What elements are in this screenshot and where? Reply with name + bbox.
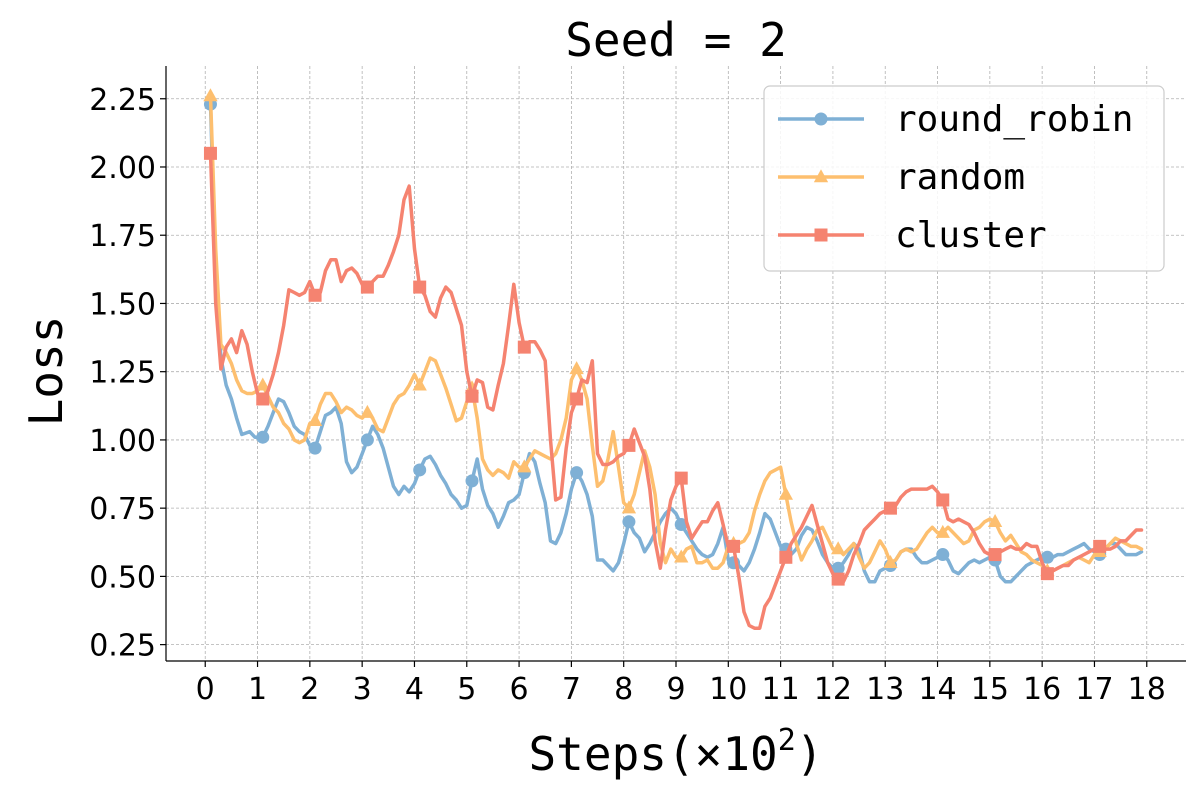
chart-title: Seed = 2 bbox=[565, 13, 787, 67]
series-marker-point bbox=[935, 524, 950, 538]
series-marker-point bbox=[360, 404, 375, 418]
series-marker-point bbox=[255, 377, 270, 391]
x-tick-label: 12 bbox=[814, 672, 852, 707]
series-marker-point bbox=[570, 466, 584, 480]
series-marker-point bbox=[988, 548, 1002, 562]
x-axis-label-main: Steps(×10 bbox=[528, 727, 777, 781]
x-tick-label: 11 bbox=[762, 672, 800, 707]
legend-entry-random: random bbox=[778, 157, 1025, 198]
y-tick-label: 0.25 bbox=[89, 629, 156, 664]
series-marker-point bbox=[622, 515, 636, 529]
legend-label: cluster bbox=[895, 215, 1047, 256]
x-axis-label: Steps(×102) bbox=[528, 723, 823, 781]
x-tick-label: 18 bbox=[1128, 672, 1166, 707]
series-marker-point bbox=[674, 471, 688, 485]
legend-entry-round-robin: round_robin bbox=[778, 99, 1133, 140]
y-ticks: 0.25 0.50 0.75 1.00 1.25 1.50 1.75 2.00 2.25 bbox=[89, 83, 166, 664]
series-marker-point bbox=[413, 280, 427, 294]
series-marker-point bbox=[203, 146, 217, 160]
series-marker-point bbox=[256, 430, 270, 444]
x-ticks: 0 1 2 3 4 5 6 7 8 9 10 11 12 13 14 15 16 17 18 bbox=[196, 661, 1166, 707]
series-marker-point bbox=[727, 539, 741, 553]
series-marker-point bbox=[465, 389, 479, 403]
series-marker-point bbox=[831, 572, 845, 586]
y-tick-label: 1.50 bbox=[89, 287, 156, 322]
series-marker-point bbox=[883, 554, 898, 568]
x-tick-label: 14 bbox=[918, 672, 956, 707]
series-marker-point bbox=[465, 474, 479, 488]
series-marker-point bbox=[814, 228, 828, 242]
series-marker-point bbox=[674, 518, 688, 532]
x-tick-label: 15 bbox=[971, 672, 1009, 707]
x-axis-label-exponent: 2 bbox=[778, 723, 796, 758]
x-tick-label: 9 bbox=[666, 672, 685, 707]
series-marker-point bbox=[569, 361, 584, 375]
y-axis-label: Loss bbox=[19, 316, 73, 427]
series-marker-point bbox=[674, 549, 689, 563]
y-tick-label: 2.00 bbox=[89, 151, 156, 186]
x-tick-label: 0 bbox=[196, 672, 215, 707]
x-tick-label: 13 bbox=[866, 672, 904, 707]
series-marker-point bbox=[831, 541, 846, 555]
legend-label: round_robin bbox=[895, 99, 1133, 140]
legend-label: random bbox=[895, 157, 1025, 198]
series-marker-point bbox=[413, 463, 427, 477]
series-marker-point bbox=[779, 550, 793, 564]
series-marker-point bbox=[831, 561, 845, 575]
series-marker-point bbox=[308, 288, 322, 302]
y-tick-label: 0.50 bbox=[89, 560, 156, 595]
series-lines bbox=[203, 88, 1144, 630]
x-tick-label: 3 bbox=[353, 672, 372, 707]
series-marker-point bbox=[360, 433, 374, 447]
series-marker-point bbox=[936, 548, 950, 562]
series-marker-point bbox=[256, 392, 270, 406]
series-marker-point bbox=[1040, 567, 1054, 581]
series-marker-point bbox=[987, 514, 1003, 528]
series-marker-point bbox=[203, 88, 218, 102]
x-axis-label-close: ) bbox=[796, 727, 824, 781]
series-marker-point bbox=[517, 459, 532, 473]
series-marker-point bbox=[570, 392, 584, 406]
x-tick-label: 17 bbox=[1075, 672, 1113, 707]
legend-entry-cluster: cluster bbox=[778, 215, 1047, 256]
x-tick-label: 10 bbox=[709, 672, 747, 707]
x-tick-label: 8 bbox=[614, 672, 633, 707]
series-marker-point bbox=[622, 438, 636, 452]
series-marker-point bbox=[307, 413, 323, 427]
series-marker-point bbox=[814, 112, 828, 126]
series-marker-point bbox=[1040, 550, 1054, 564]
series-cluster bbox=[203, 146, 1144, 630]
x-tick-label: 6 bbox=[510, 672, 529, 707]
x-tick-label: 2 bbox=[300, 672, 319, 707]
series-marker-point bbox=[813, 169, 829, 183]
series-marker-point bbox=[621, 500, 637, 514]
y-tick-label: 2.25 bbox=[89, 83, 156, 118]
series-marker-point bbox=[1093, 539, 1107, 553]
x-tick-label: 4 bbox=[405, 672, 424, 707]
y-tick-label: 0.75 bbox=[89, 492, 156, 527]
series-marker-point bbox=[517, 340, 531, 354]
series-marker-point bbox=[412, 377, 427, 391]
x-tick-label: 7 bbox=[562, 672, 581, 707]
series-marker-point bbox=[936, 493, 950, 507]
y-tick-label: 1.00 bbox=[89, 424, 156, 459]
y-tick-label: 1.25 bbox=[89, 356, 156, 391]
x-tick-label: 1 bbox=[248, 672, 267, 707]
series-marker-point bbox=[360, 280, 374, 294]
x-tick-label: 5 bbox=[457, 672, 476, 707]
y-tick-label: 1.75 bbox=[89, 219, 156, 254]
legend-frame bbox=[763, 85, 1165, 272]
series-marker-point bbox=[308, 441, 322, 455]
x-tick-label: 16 bbox=[1023, 672, 1061, 707]
series-marker-point bbox=[778, 486, 793, 500]
series-marker-point bbox=[883, 501, 897, 515]
